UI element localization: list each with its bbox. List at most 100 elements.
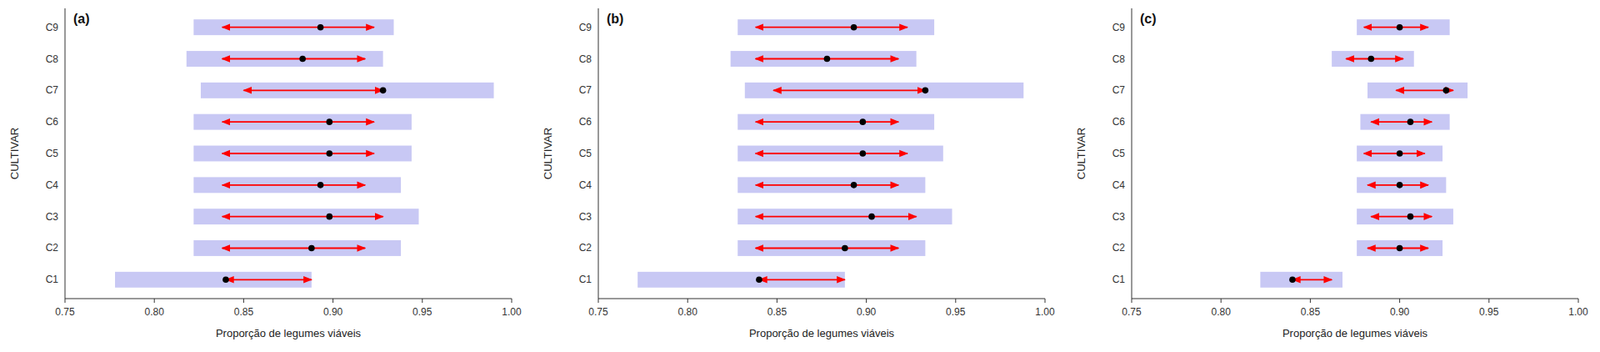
mean-point bbox=[1289, 276, 1296, 284]
x-tick bbox=[511, 298, 513, 303]
x-tick bbox=[1399, 298, 1400, 303]
y-axis-line bbox=[1131, 8, 1133, 299]
category-label: C8 bbox=[579, 53, 593, 65]
y-axis-line bbox=[65, 8, 66, 299]
category-label: C6 bbox=[1112, 115, 1126, 128]
x-tick bbox=[687, 298, 689, 303]
category-label: C5 bbox=[579, 147, 593, 160]
x-tick bbox=[1578, 298, 1580, 303]
x-axis-label: Proporção de legumes viáveis bbox=[749, 326, 895, 340]
confidence-interval bbox=[737, 176, 925, 193]
category-label: C1 bbox=[1112, 273, 1126, 285]
x-tick bbox=[65, 298, 66, 303]
x-tick-label: 0.90 bbox=[856, 305, 877, 318]
x-axis-line bbox=[1131, 298, 1579, 300]
category-label: C7 bbox=[579, 84, 593, 96]
x-tick bbox=[1045, 298, 1046, 303]
mean-point bbox=[1367, 55, 1375, 63]
category-label: C1 bbox=[45, 273, 60, 285]
panel-label: (b) bbox=[606, 11, 624, 26]
confidence-interval bbox=[1356, 145, 1443, 162]
x-tick bbox=[1131, 298, 1133, 303]
x-axis-label: Proporção de legumes viáveis bbox=[215, 326, 362, 340]
confidence-interval bbox=[1331, 50, 1415, 67]
confidence-interval bbox=[193, 114, 412, 130]
x-tick-label: 0.85 bbox=[1300, 305, 1321, 318]
confidence-interval bbox=[737, 19, 935, 35]
category-label: C7 bbox=[1112, 84, 1126, 96]
x-tick bbox=[598, 298, 600, 303]
y-axis-label: CULTIVAR bbox=[541, 127, 555, 180]
mean-point bbox=[326, 150, 334, 157]
confidence-interval bbox=[1260, 271, 1343, 288]
confidence-interval bbox=[1360, 114, 1450, 130]
mean-point bbox=[299, 55, 306, 63]
x-tick-label: 0.95 bbox=[1479, 305, 1500, 318]
x-axis-line bbox=[598, 298, 1045, 300]
confidence-interval bbox=[193, 145, 412, 162]
comparison-interval bbox=[1345, 58, 1404, 60]
category-label: C5 bbox=[45, 147, 60, 160]
category-label: C3 bbox=[1112, 210, 1126, 223]
x-tick-label: 0.75 bbox=[55, 305, 75, 318]
x-tick-label: 0.90 bbox=[1390, 305, 1410, 318]
x-tick bbox=[421, 298, 423, 303]
comparison-interval bbox=[222, 58, 366, 60]
mean-point bbox=[308, 245, 315, 252]
category-label: C8 bbox=[45, 53, 60, 65]
comparison-interval bbox=[222, 26, 375, 29]
mean-point bbox=[1396, 150, 1404, 157]
mean-point bbox=[326, 213, 334, 220]
comparison-interval bbox=[222, 152, 375, 155]
confidence-interval bbox=[737, 114, 935, 130]
x-tick-label: 0.90 bbox=[323, 305, 344, 318]
confidence-interval bbox=[193, 176, 401, 193]
x-tick-label: 1.00 bbox=[501, 305, 522, 318]
x-tick-label: 0.75 bbox=[588, 305, 609, 318]
y-axis-line bbox=[598, 8, 600, 299]
confidence-interval bbox=[115, 271, 312, 288]
mean-point bbox=[326, 118, 334, 125]
comparison-interval bbox=[755, 26, 908, 29]
confidence-interval bbox=[1356, 176, 1446, 193]
mean-point bbox=[317, 24, 325, 31]
x-tick-label: 0.85 bbox=[234, 305, 255, 318]
confidence-interval bbox=[1356, 208, 1454, 225]
panel: 0.750.800.850.900.951.00C1C2C3C4C5C6C7C8… bbox=[1075, 8, 1589, 340]
mean-point bbox=[1396, 24, 1404, 31]
x-tick-label: 0.95 bbox=[412, 305, 433, 318]
confidence-interval bbox=[737, 240, 925, 256]
comparison-interval bbox=[222, 215, 384, 218]
comparison-interval bbox=[1370, 120, 1432, 123]
mean-point bbox=[860, 118, 867, 125]
confidence-interval bbox=[200, 82, 495, 99]
plot-area bbox=[637, 19, 1024, 288]
x-tick-label: 0.75 bbox=[1121, 305, 1142, 318]
x-tick-label: 0.80 bbox=[1211, 305, 1232, 318]
category-label: C4 bbox=[1112, 179, 1126, 191]
mean-point bbox=[1407, 118, 1415, 125]
comparison-interval bbox=[1364, 26, 1429, 29]
confidence-interval bbox=[1356, 240, 1443, 256]
confidence-interval bbox=[193, 19, 394, 35]
panel-label: (c) bbox=[1140, 11, 1157, 26]
confidence-interval bbox=[193, 208, 419, 225]
confidence-interval bbox=[737, 208, 952, 225]
mean-point bbox=[755, 276, 763, 284]
x-axis-line bbox=[65, 298, 512, 300]
category-label: C4 bbox=[45, 179, 60, 191]
category-label: C6 bbox=[45, 115, 60, 128]
plot-area bbox=[115, 19, 495, 288]
comparison-interval bbox=[243, 89, 383, 91]
comparison-interval bbox=[773, 89, 925, 91]
x-axis-label: Proporção de legumes viáveis bbox=[1282, 326, 1429, 340]
mean-point bbox=[850, 181, 858, 189]
category-label: C6 bbox=[579, 115, 593, 128]
category-label: C9 bbox=[579, 21, 593, 34]
x-tick bbox=[1310, 298, 1311, 303]
mean-point bbox=[380, 87, 387, 95]
category-label: C2 bbox=[1112, 241, 1126, 254]
mean-point bbox=[868, 213, 875, 220]
category-label: C3 bbox=[45, 210, 60, 223]
mean-point bbox=[850, 24, 858, 31]
